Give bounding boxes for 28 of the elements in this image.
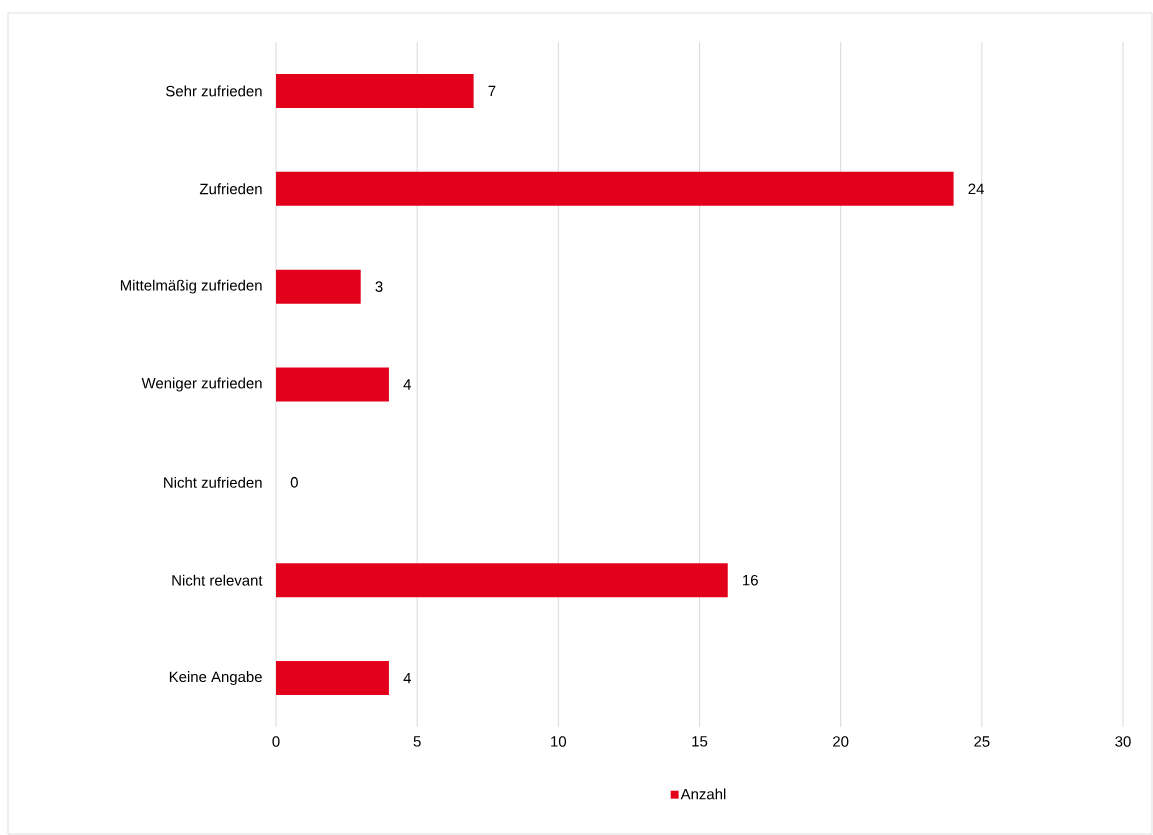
y-tick-label: Sehr zufrieden (166, 85, 262, 97)
x-tick-label: 30 (1115, 736, 1131, 747)
bar (276, 367, 389, 402)
x-tick-label: 0 (272, 736, 280, 747)
x-tick-label: 5 (413, 736, 421, 747)
data-label: 4 (403, 379, 411, 390)
y-tick-label: Mittelmäßig zufrieden (120, 279, 262, 294)
legend-label: Anzahl (680, 788, 726, 800)
bar (276, 563, 728, 598)
y-tick-label: Keine Angabe (169, 671, 262, 686)
data-label: 7 (488, 85, 496, 97)
y-tick-label: Zufrieden (199, 183, 262, 195)
x-tick-label: 15 (692, 736, 708, 747)
x-tick-label: 25 (974, 736, 990, 747)
bar (276, 661, 389, 696)
y-tick-label: Weniger zufrieden (141, 377, 262, 392)
bar (276, 171, 954, 206)
bar (276, 73, 474, 108)
x-tick-label: 20 (833, 736, 849, 747)
y-tick-label: Nicht relevant (172, 574, 263, 586)
y-tick-label: Nicht zufrieden (164, 476, 262, 488)
data-label: 24 (968, 183, 984, 195)
bar (276, 269, 361, 304)
data-label: 4 (403, 672, 411, 684)
data-label: 0 (290, 477, 298, 488)
data-label: 16 (743, 574, 758, 586)
x-tick-label: 10 (551, 736, 567, 747)
data-label: 3 (375, 281, 383, 292)
